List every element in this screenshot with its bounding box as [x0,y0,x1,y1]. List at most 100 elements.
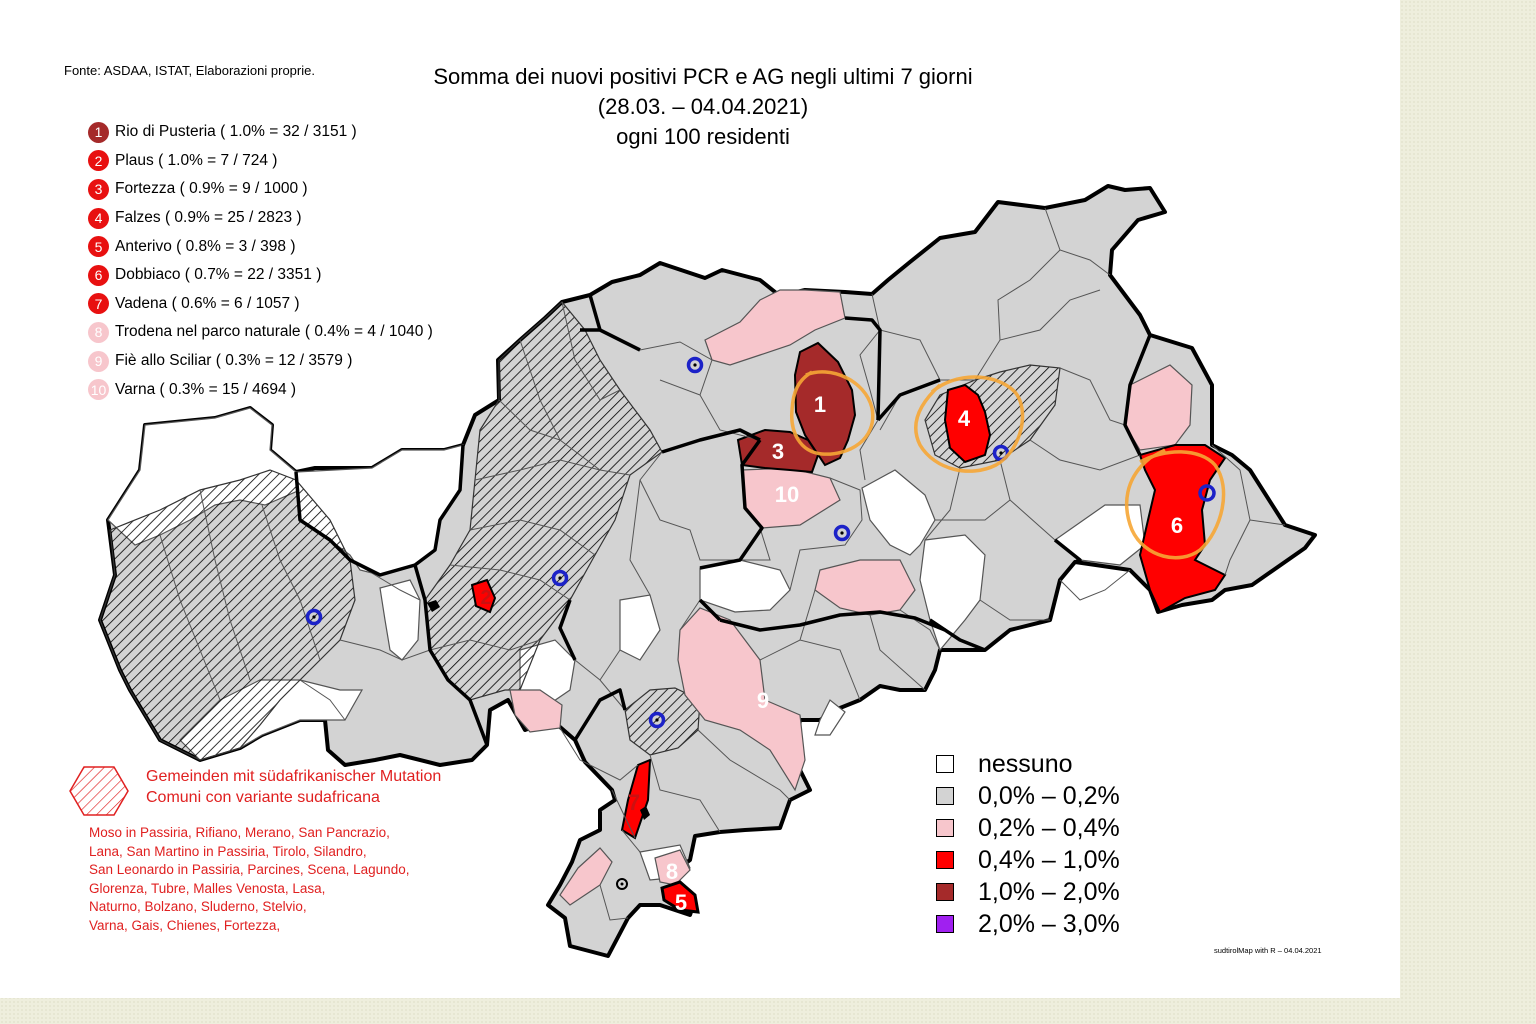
legend-swatch [936,915,954,933]
ranking-item: 6 Dobbiaco ( 0.7% = 22 / 3351 ) [88,261,433,290]
rank-badge: 5 [88,236,109,258]
ranking-item: 7 Vadena ( 0.6% = 6 / 1057 ) [88,290,433,319]
region-none [861,469,936,556]
city-marker [616,878,628,890]
map-label-7: 7 [628,790,640,815]
map-label-8: 8 [666,859,678,884]
rank-badge: 2 [88,150,109,172]
rank-text: Rio di Pusteria ( 1.0% = 32 / 3151 ) [115,123,357,141]
city-marker [992,444,1010,462]
city-marker [1198,484,1216,502]
credit-note: sudtirolMap with R – 04.04.2021 [1214,946,1322,955]
variant-hexagon-icon [69,766,129,816]
variant-municipality-line: Glorenza, Tubre, Malles Venosta, Lasa, [89,880,326,896]
district-borders [294,294,1152,746]
region-none [379,579,421,661]
rank-badge: 7 [88,293,109,315]
lake-shape [640,806,650,820]
rank-badge: 6 [88,264,109,286]
rank-text: Anterivo ( 0.8% = 3 / 398 ) [115,237,296,255]
map-label-9: 9 [757,688,769,713]
region-0.4-1.0 [660,880,700,914]
rank-badge: 3 [88,178,109,200]
ranking-item: 1 Rio di Pusteria ( 1.0% = 32 / 3151 ) [88,118,433,147]
highlight-ring [1125,448,1226,560]
legend-label: 0,0% – 0,2% [978,781,1120,810]
rank-text: Vadena ( 0.6% = 6 / 1057 ) [115,294,300,312]
title-line: ogni 100 residenti [616,124,790,149]
rank-badge: 9 [88,350,109,372]
legend-row: 0,0% – 0,2% [936,780,1120,812]
rank-badge: 8 [88,321,109,343]
ranking-item: 8 Trodena nel parco naturale ( 0.4% = 4 /… [88,318,433,347]
map-label-1: 1 [814,392,826,417]
region-none [814,699,846,736]
variant-legend-title: Gemeinden mit südafrikanischer Mutation … [146,766,441,808]
legend-row: nessuno [936,748,1120,780]
legend-label: 0,4% – 1,0% [978,845,1120,874]
city-marker [648,711,666,729]
rank-text: Falzes ( 0.9% = 25 / 2823 ) [115,209,302,227]
legend-label: 1,0% – 2,0% [978,877,1120,906]
city-marker [551,569,569,587]
legend-label: 2,0% – 3,0% [978,909,1120,938]
city-markers [305,356,1216,890]
variant-title-de: Gemeinden mit südafrikanischer Mutation [146,768,442,785]
ranking-list: 1 Rio di Pusteria ( 1.0% = 32 / 3151 ) 2 Pl… [88,118,433,404]
map-label-3: 3 [772,439,784,464]
legend-row: 2,0% – 3,0% [936,908,1120,940]
map-labels: 1 2 3 4 5 6 7 8 9 10 [480,392,1183,915]
legend-row: 0,4% – 1,0% [936,844,1120,876]
variant-municipality-line: Lana, San Martino in Passiria, Tirolo, S… [89,843,367,859]
variant-title-it: Comuni con variante sudafricana [146,789,380,806]
legend-swatch [936,883,954,901]
variant-municipality-line: Moso in Passiria, Rifiano, Merano, San P… [89,825,390,840]
ranking-item: 4 Falzes ( 0.9% = 25 / 2823 ) [88,204,433,233]
ranking-item: 10 Varna ( 0.3% = 15 / 4694 ) [88,375,433,404]
region-none [619,594,661,661]
map-label-5: 5 [675,890,687,915]
legend-row: 0,2% – 0,4% [936,812,1120,844]
ranking-item: 9 Fiè allo Sciliar ( 0.3% = 12 / 3579 ) [88,347,433,376]
rank-badge: 1 [88,121,109,143]
lake-shape [427,600,440,612]
variant-municipality-line: Naturno, Bolzano, Sluderno, Stelvio, [89,899,307,914]
ranking-item: 5 Anterivo ( 0.8% = 3 / 398 ) [88,232,433,261]
rank-text: Dobbiaco ( 0.7% = 22 / 3351 ) [115,266,322,284]
region-0.2-0.4 [654,849,691,886]
variant-municipality-list: Moso in Passiria, Rifiano, Merano, San P… [89,824,409,935]
legend-swatch [936,851,954,869]
map-label-2: 2 [480,587,491,609]
region-0.4-1.0 [943,383,992,464]
ranking-item: 3 Fortezza ( 0.9% = 9 / 1000 ) [88,175,433,204]
region-none [699,559,791,613]
legend-swatch [936,787,954,805]
city-marker [305,608,323,626]
rank-text: Fiè allo Sciliar ( 0.3% = 12 / 3579 ) [115,352,353,370]
variant-municipality-line: San Leonardo in Passiria, Parcines, Scen… [89,862,410,877]
highlight-ring [914,375,1025,473]
variant-municipality-line: Varna, Gais, Chienes, Fortezza, [89,917,281,933]
city-marker [686,356,704,374]
map-title: Somma dei nuovi positivi PCR e AG negli … [350,62,1056,152]
rank-text: Plaus ( 1.0% = 7 / 724 ) [115,151,278,169]
title-line: (28.03. – 04.04.2021) [597,94,809,119]
highlight-circles [790,370,1226,560]
city-marker [833,524,851,542]
rank-text: Varna ( 0.3% = 15 / 4694 ) [115,380,297,398]
highlight-ring [790,370,875,456]
region-none [919,534,986,652]
title-line: Somma dei nuovi positivi PCR e AG negli … [433,64,973,89]
ranking-item: 2 Plaus ( 1.0% = 7 / 724 ) [88,147,433,176]
color-legend: nessuno 0,0% – 0,2% 0,2% – 0,4% 0,4% – 1,0%… [936,748,1120,940]
legend-swatch [936,819,954,837]
legend-label: nessuno [978,749,1073,778]
map-label-6: 6 [1171,513,1183,538]
legend-label: 0,2% – 0,4% [978,813,1120,842]
rank-text: Trodena nel parco naturale ( 0.4% = 4 / … [115,323,433,341]
region-0.4-1.0 [470,578,497,614]
map-label-4: 4 [958,406,971,431]
region-0.2-0.4 [677,607,806,792]
map-label-10: 10 [775,482,799,507]
